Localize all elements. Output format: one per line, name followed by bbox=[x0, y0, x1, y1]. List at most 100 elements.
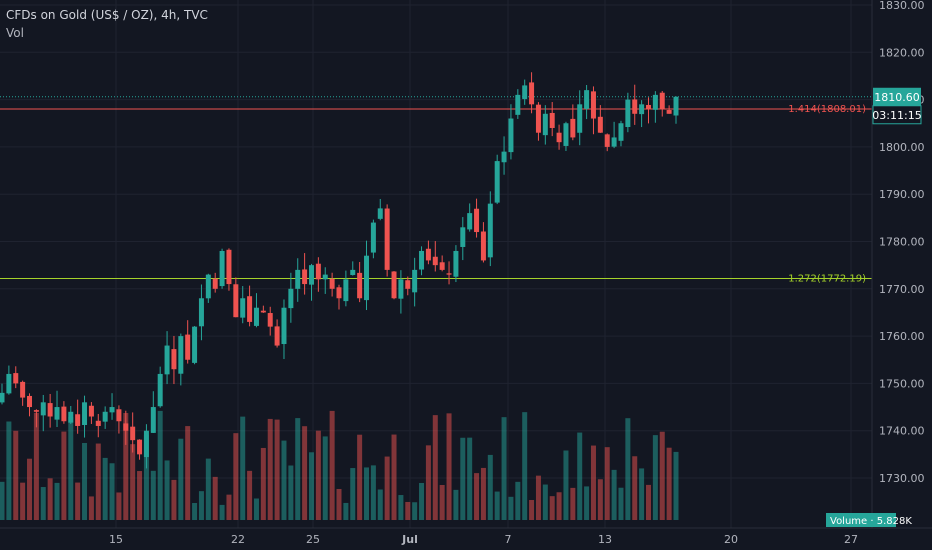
volume-bar bbox=[185, 426, 191, 520]
candle-body bbox=[123, 423, 129, 431]
volume-bar bbox=[171, 479, 177, 520]
candle-body bbox=[150, 407, 156, 433]
volume-bar bbox=[563, 450, 569, 520]
volume-bar bbox=[192, 503, 198, 520]
candle-body bbox=[247, 296, 253, 322]
candle-body bbox=[350, 269, 356, 275]
candle-body bbox=[405, 280, 411, 289]
volume-bar bbox=[529, 500, 535, 520]
time-tick-label: 7 bbox=[505, 533, 512, 546]
time-tick-label: 22 bbox=[231, 533, 245, 546]
candle-body bbox=[178, 336, 184, 374]
candle-body bbox=[645, 104, 651, 110]
candle-body bbox=[529, 82, 535, 105]
candle-body bbox=[219, 250, 225, 287]
price-tick-label: 1830.00 bbox=[879, 0, 925, 12]
volume-bar bbox=[556, 492, 562, 520]
candle-body bbox=[501, 151, 507, 163]
symbol-title[interactable]: CFDs on Gold (US$ / OZ), 4h, TVC bbox=[6, 8, 208, 22]
candle-body bbox=[253, 307, 259, 326]
volume-bar bbox=[75, 482, 81, 520]
volume-bar bbox=[102, 457, 108, 520]
volume-bar bbox=[260, 447, 266, 520]
volume-bar bbox=[212, 476, 218, 520]
candle-body bbox=[240, 298, 246, 318]
volume-bar bbox=[659, 431, 665, 520]
candle-body bbox=[336, 287, 342, 299]
volume-bar bbox=[226, 494, 232, 520]
volume-bar bbox=[666, 447, 672, 520]
time-axis[interactable]: 15 22 25 Jul 7 13 20 27 bbox=[109, 533, 858, 546]
candle-body bbox=[343, 279, 349, 302]
countdown-badge bbox=[872, 105, 922, 125]
current-price-badge bbox=[873, 87, 921, 106]
candle-body bbox=[288, 288, 294, 309]
candle-body bbox=[370, 222, 376, 253]
price-tick-label: 1790.00 bbox=[879, 188, 925, 201]
candle-body bbox=[315, 263, 321, 280]
candle-body bbox=[446, 273, 452, 275]
candle-body bbox=[377, 208, 383, 219]
volume-bar bbox=[350, 468, 356, 520]
candle-body bbox=[40, 402, 46, 416]
volume-bar bbox=[143, 434, 149, 520]
time-tick-label: 27 bbox=[844, 533, 858, 546]
candle-body bbox=[54, 407, 60, 420]
volume-bar bbox=[253, 498, 259, 520]
time-tick-label: Jul bbox=[401, 533, 418, 546]
candle-body bbox=[480, 231, 486, 261]
candle-body bbox=[673, 96, 679, 116]
volume-bar bbox=[370, 465, 376, 520]
candle-body bbox=[357, 272, 363, 299]
volume-bar bbox=[673, 451, 679, 520]
volume-bar bbox=[295, 418, 301, 520]
candle-body bbox=[295, 269, 301, 289]
volume-bar bbox=[597, 479, 603, 520]
volume-bar bbox=[247, 470, 253, 520]
volume-bar bbox=[522, 412, 528, 520]
volume-bar bbox=[20, 482, 26, 520]
volume-indicator-label[interactable]: Vol bbox=[6, 26, 24, 40]
volume-bar bbox=[652, 435, 658, 520]
candle-body bbox=[82, 402, 88, 425]
candle-body bbox=[267, 313, 273, 327]
volume-bar bbox=[425, 445, 431, 520]
candle-body bbox=[556, 132, 562, 143]
volume-bar bbox=[542, 484, 548, 520]
volume-bar bbox=[460, 437, 466, 520]
volume-bar bbox=[219, 504, 225, 520]
volume-bar bbox=[364, 467, 370, 520]
volume-bar bbox=[391, 434, 397, 520]
candle-body bbox=[666, 110, 672, 114]
candle-body bbox=[13, 373, 19, 384]
price-tick-label: 1820.00 bbox=[879, 46, 925, 59]
candle-body bbox=[198, 298, 204, 327]
candle-body bbox=[137, 439, 143, 455]
volume-bar bbox=[302, 426, 308, 520]
candle-body bbox=[109, 407, 115, 413]
candle-body bbox=[453, 250, 459, 277]
candle-body bbox=[549, 112, 555, 128]
candle-body bbox=[68, 411, 74, 423]
candle-body bbox=[157, 373, 163, 407]
candle-body bbox=[659, 92, 665, 110]
candle-body bbox=[164, 345, 170, 375]
volume-bar bbox=[439, 485, 445, 520]
candlesticks bbox=[0, 72, 679, 469]
price-tick-label: 1750.00 bbox=[879, 377, 925, 390]
volume-bar bbox=[480, 467, 486, 520]
volume-bar bbox=[515, 481, 521, 520]
candle-body bbox=[467, 213, 473, 230]
volume-bar bbox=[157, 410, 163, 520]
candle-body bbox=[460, 227, 466, 247]
candle-body bbox=[384, 208, 390, 270]
countdown-text: 03:11:15 bbox=[872, 109, 921, 122]
volume-bar bbox=[130, 444, 136, 520]
volume-bar bbox=[329, 410, 335, 520]
candle-body bbox=[185, 334, 191, 360]
candle-body bbox=[130, 426, 136, 441]
volume-bar bbox=[377, 489, 383, 520]
volume-bar bbox=[137, 471, 143, 520]
